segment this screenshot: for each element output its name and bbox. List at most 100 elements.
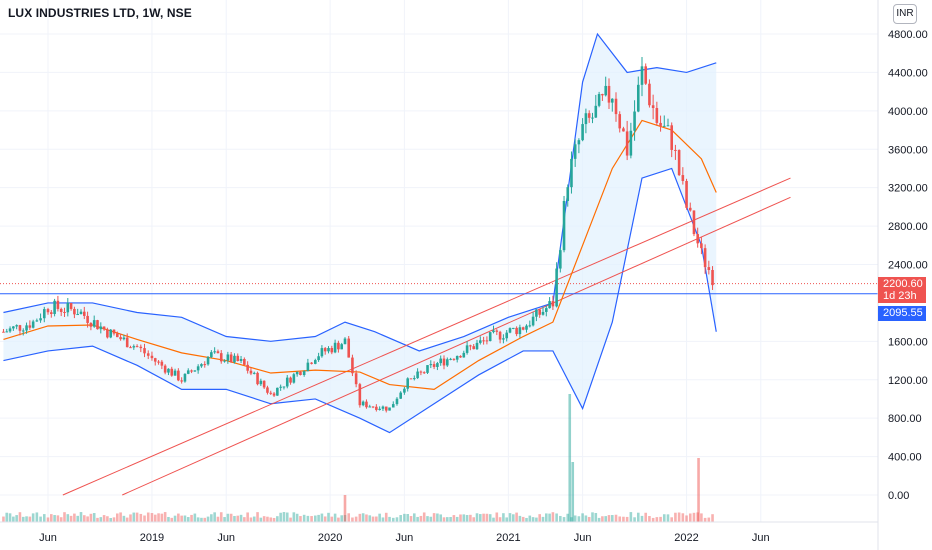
volume-bar — [200, 517, 203, 522]
volume-bar — [426, 516, 429, 522]
volume-bar — [413, 513, 416, 522]
candle-body — [538, 309, 541, 315]
volume-spike-bar — [343, 495, 347, 522]
volume-bar — [442, 517, 446, 522]
chart-title: LUX INDUSTRIES LTD, 1W, NSE — [8, 6, 192, 20]
volume-bar — [262, 516, 266, 522]
candle-body — [409, 378, 413, 380]
volume-bar — [472, 517, 475, 522]
volume-bar — [381, 517, 385, 522]
candle-body — [243, 359, 246, 365]
volume-bar — [8, 513, 12, 522]
candle-body — [143, 348, 146, 354]
volume-bar — [63, 512, 66, 522]
time-tick-label: Jun — [752, 532, 770, 544]
volume-bar — [56, 515, 60, 522]
price-tick-label: 400.00 — [888, 452, 922, 464]
volume-bar — [256, 512, 259, 522]
candle-body — [190, 370, 193, 372]
candle-body — [337, 342, 340, 350]
candle-body — [432, 364, 436, 367]
candle-body — [129, 347, 132, 349]
volume-bar — [2, 516, 5, 522]
volume-bar — [18, 512, 22, 522]
time-tick-label: Jun — [39, 532, 57, 544]
candle-body — [403, 388, 406, 393]
volume-bar — [538, 514, 541, 522]
time-tick-label: 2020 — [318, 532, 342, 544]
volume-bar — [53, 515, 56, 522]
candle-body — [512, 327, 515, 329]
candle-body — [651, 105, 655, 109]
candle-body — [570, 158, 573, 188]
candle-body — [236, 355, 240, 362]
volume-bar — [50, 514, 53, 522]
volume-bar — [462, 514, 466, 522]
volume-bar — [239, 514, 243, 522]
candle-body — [21, 330, 25, 332]
candle-body — [703, 248, 707, 268]
volume-bar — [320, 513, 324, 522]
candle-body — [469, 345, 472, 347]
candle-body — [122, 337, 126, 340]
candle-body — [625, 131, 629, 156]
candle-body — [406, 378, 409, 389]
volume-bar — [226, 513, 230, 522]
candle-body — [419, 371, 423, 373]
volume-bar — [436, 513, 439, 522]
trendline-2[interactable] — [122, 196, 791, 496]
volume-bar — [157, 513, 160, 522]
candle-body — [351, 357, 354, 374]
volume-bar — [302, 514, 306, 522]
volume-bar — [314, 515, 317, 522]
candle-body — [186, 370, 190, 374]
candle-body — [193, 370, 197, 372]
candle-body — [256, 372, 259, 385]
candle-body — [429, 364, 433, 366]
candle-body — [79, 311, 83, 315]
volume-bar — [614, 514, 618, 522]
volume-bar — [452, 515, 456, 522]
candle-body — [670, 125, 673, 150]
trendline-1[interactable] — [62, 177, 791, 496]
candle-body — [378, 408, 381, 410]
currency-button[interactable]: INR — [893, 4, 917, 24]
volume-bar — [508, 513, 512, 522]
volume-bar — [135, 512, 139, 522]
candle-body — [106, 329, 109, 338]
volume-bar — [371, 516, 375, 522]
candle-body — [482, 340, 485, 342]
volume-bar — [566, 513, 570, 522]
volume-bar — [186, 517, 190, 522]
candle-body — [330, 347, 334, 353]
bollinger-lower-line — [3, 167, 717, 434]
volume-bar — [150, 513, 154, 522]
volume-bar — [465, 514, 469, 522]
candle-body — [276, 387, 279, 396]
candle-body — [611, 98, 614, 103]
candle-body — [426, 365, 429, 373]
candle-body — [327, 347, 330, 352]
volume-bar — [545, 513, 548, 522]
candle-body — [86, 315, 89, 323]
volume-bar — [73, 513, 76, 522]
volume-bar — [475, 513, 479, 522]
volume-bar — [146, 512, 150, 522]
candle-body — [343, 338, 347, 345]
candle-body — [502, 338, 505, 340]
volume-bar — [587, 516, 591, 522]
volume-bar — [183, 515, 187, 522]
time-tick-label: Jun — [574, 532, 592, 544]
price-tick-label: 3200.00 — [888, 183, 928, 195]
volume-bar — [459, 514, 462, 522]
volume-bar — [573, 515, 577, 522]
candle-body — [213, 351, 216, 353]
volume-bar — [378, 513, 381, 522]
candle-body — [399, 392, 402, 399]
candle-body — [515, 327, 518, 335]
volume-bar — [279, 512, 282, 522]
candle-body — [229, 354, 233, 363]
volume-bar — [351, 517, 354, 522]
volume-bar — [96, 517, 99, 522]
